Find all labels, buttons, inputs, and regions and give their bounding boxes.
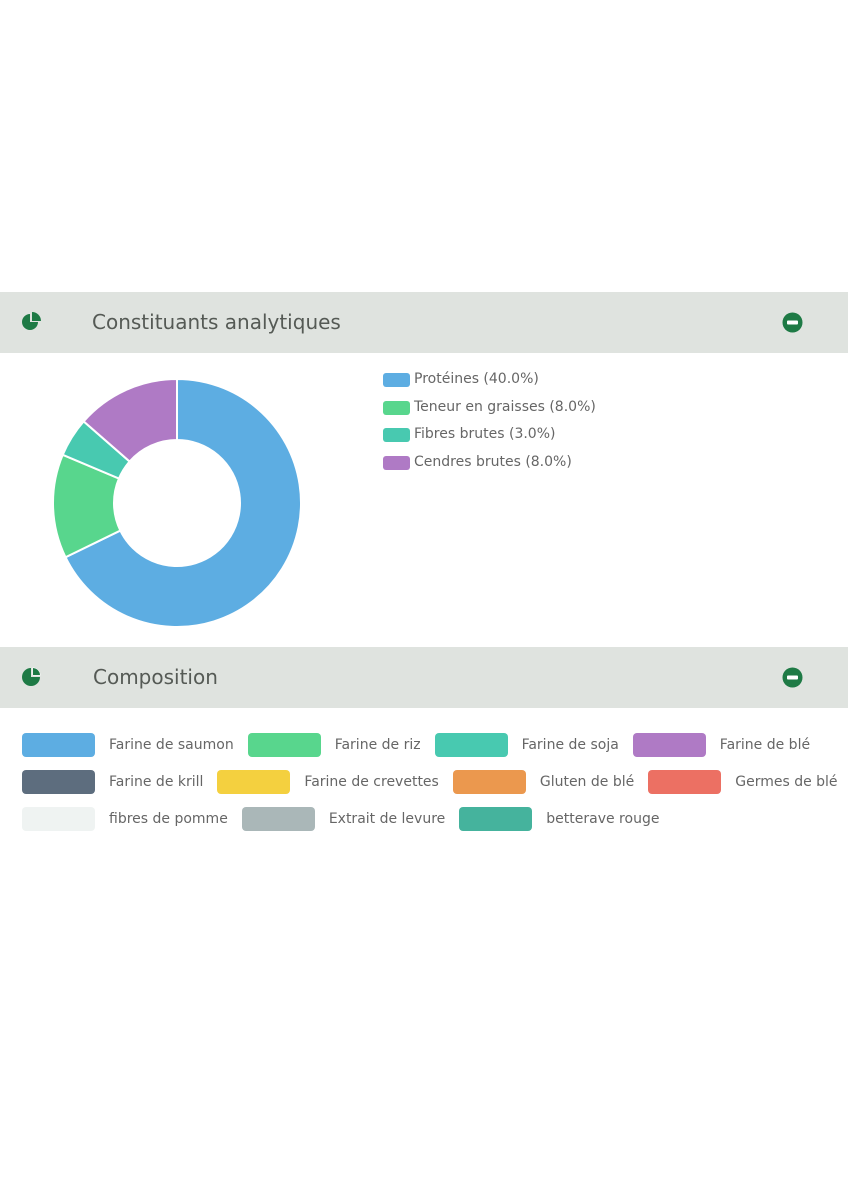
legend-label: Cendres brutes (8.0%) — [414, 453, 572, 470]
legend-swatch — [632, 733, 706, 757]
legend-label: Farine de blé — [719, 737, 811, 753]
legend-label: betterave rouge — [546, 811, 660, 827]
legend-label: Farine de soja — [521, 737, 619, 753]
legend-swatch — [452, 770, 526, 794]
legend-swatch — [22, 770, 95, 794]
composition-title: Composition — [93, 665, 218, 689]
minus-circle-icon[interactable] — [782, 312, 803, 333]
legend-label: Farine de saumon — [109, 737, 234, 753]
legend-swatch — [247, 733, 321, 757]
legend-swatch — [241, 807, 315, 831]
legend-swatch — [383, 428, 410, 442]
donut-slice-cendres-brutes — [82, 378, 178, 463]
legend-label: Fibres brutes (3.0%) — [414, 426, 556, 442]
legend-label: Protéines (40.0%) — [414, 371, 539, 387]
legend-swatch — [217, 770, 291, 794]
analytic-donut-chart — [52, 378, 302, 628]
analytic-constituents-header[interactable]: Constituants analytiques — [0, 292, 848, 353]
legend-label: Farine de krill — [109, 774, 204, 790]
legend-swatch — [383, 373, 410, 387]
minus-circle-icon[interactable] — [782, 667, 803, 688]
legend-swatch — [383, 455, 410, 470]
legend-swatch — [648, 770, 722, 794]
legend-label: Germes de blé — [735, 774, 838, 790]
legend-swatch — [22, 733, 95, 757]
legend-swatch — [22, 807, 95, 831]
donut-slice-prot-ines — [64, 378, 302, 628]
legend-label: Farine de crevettes — [304, 774, 439, 790]
pie-chart-icon — [22, 312, 41, 330]
legend-label: Gluten de blé — [539, 774, 635, 790]
legend-swatch — [434, 733, 508, 757]
legend-label: Teneur en graisses (8.0%) — [414, 398, 596, 415]
pie-chart-icon — [22, 667, 41, 686]
legend-swatch — [383, 400, 410, 415]
legend-swatch — [459, 807, 533, 831]
composition-header[interactable]: Composition — [0, 647, 848, 708]
legend-label: Extrait de levure — [328, 811, 446, 827]
legend-label: Farine de riz — [334, 737, 421, 753]
analytic-constituents-title: Constituants analytiques — [92, 310, 341, 334]
legend-label: fibres de pomme — [109, 811, 228, 827]
